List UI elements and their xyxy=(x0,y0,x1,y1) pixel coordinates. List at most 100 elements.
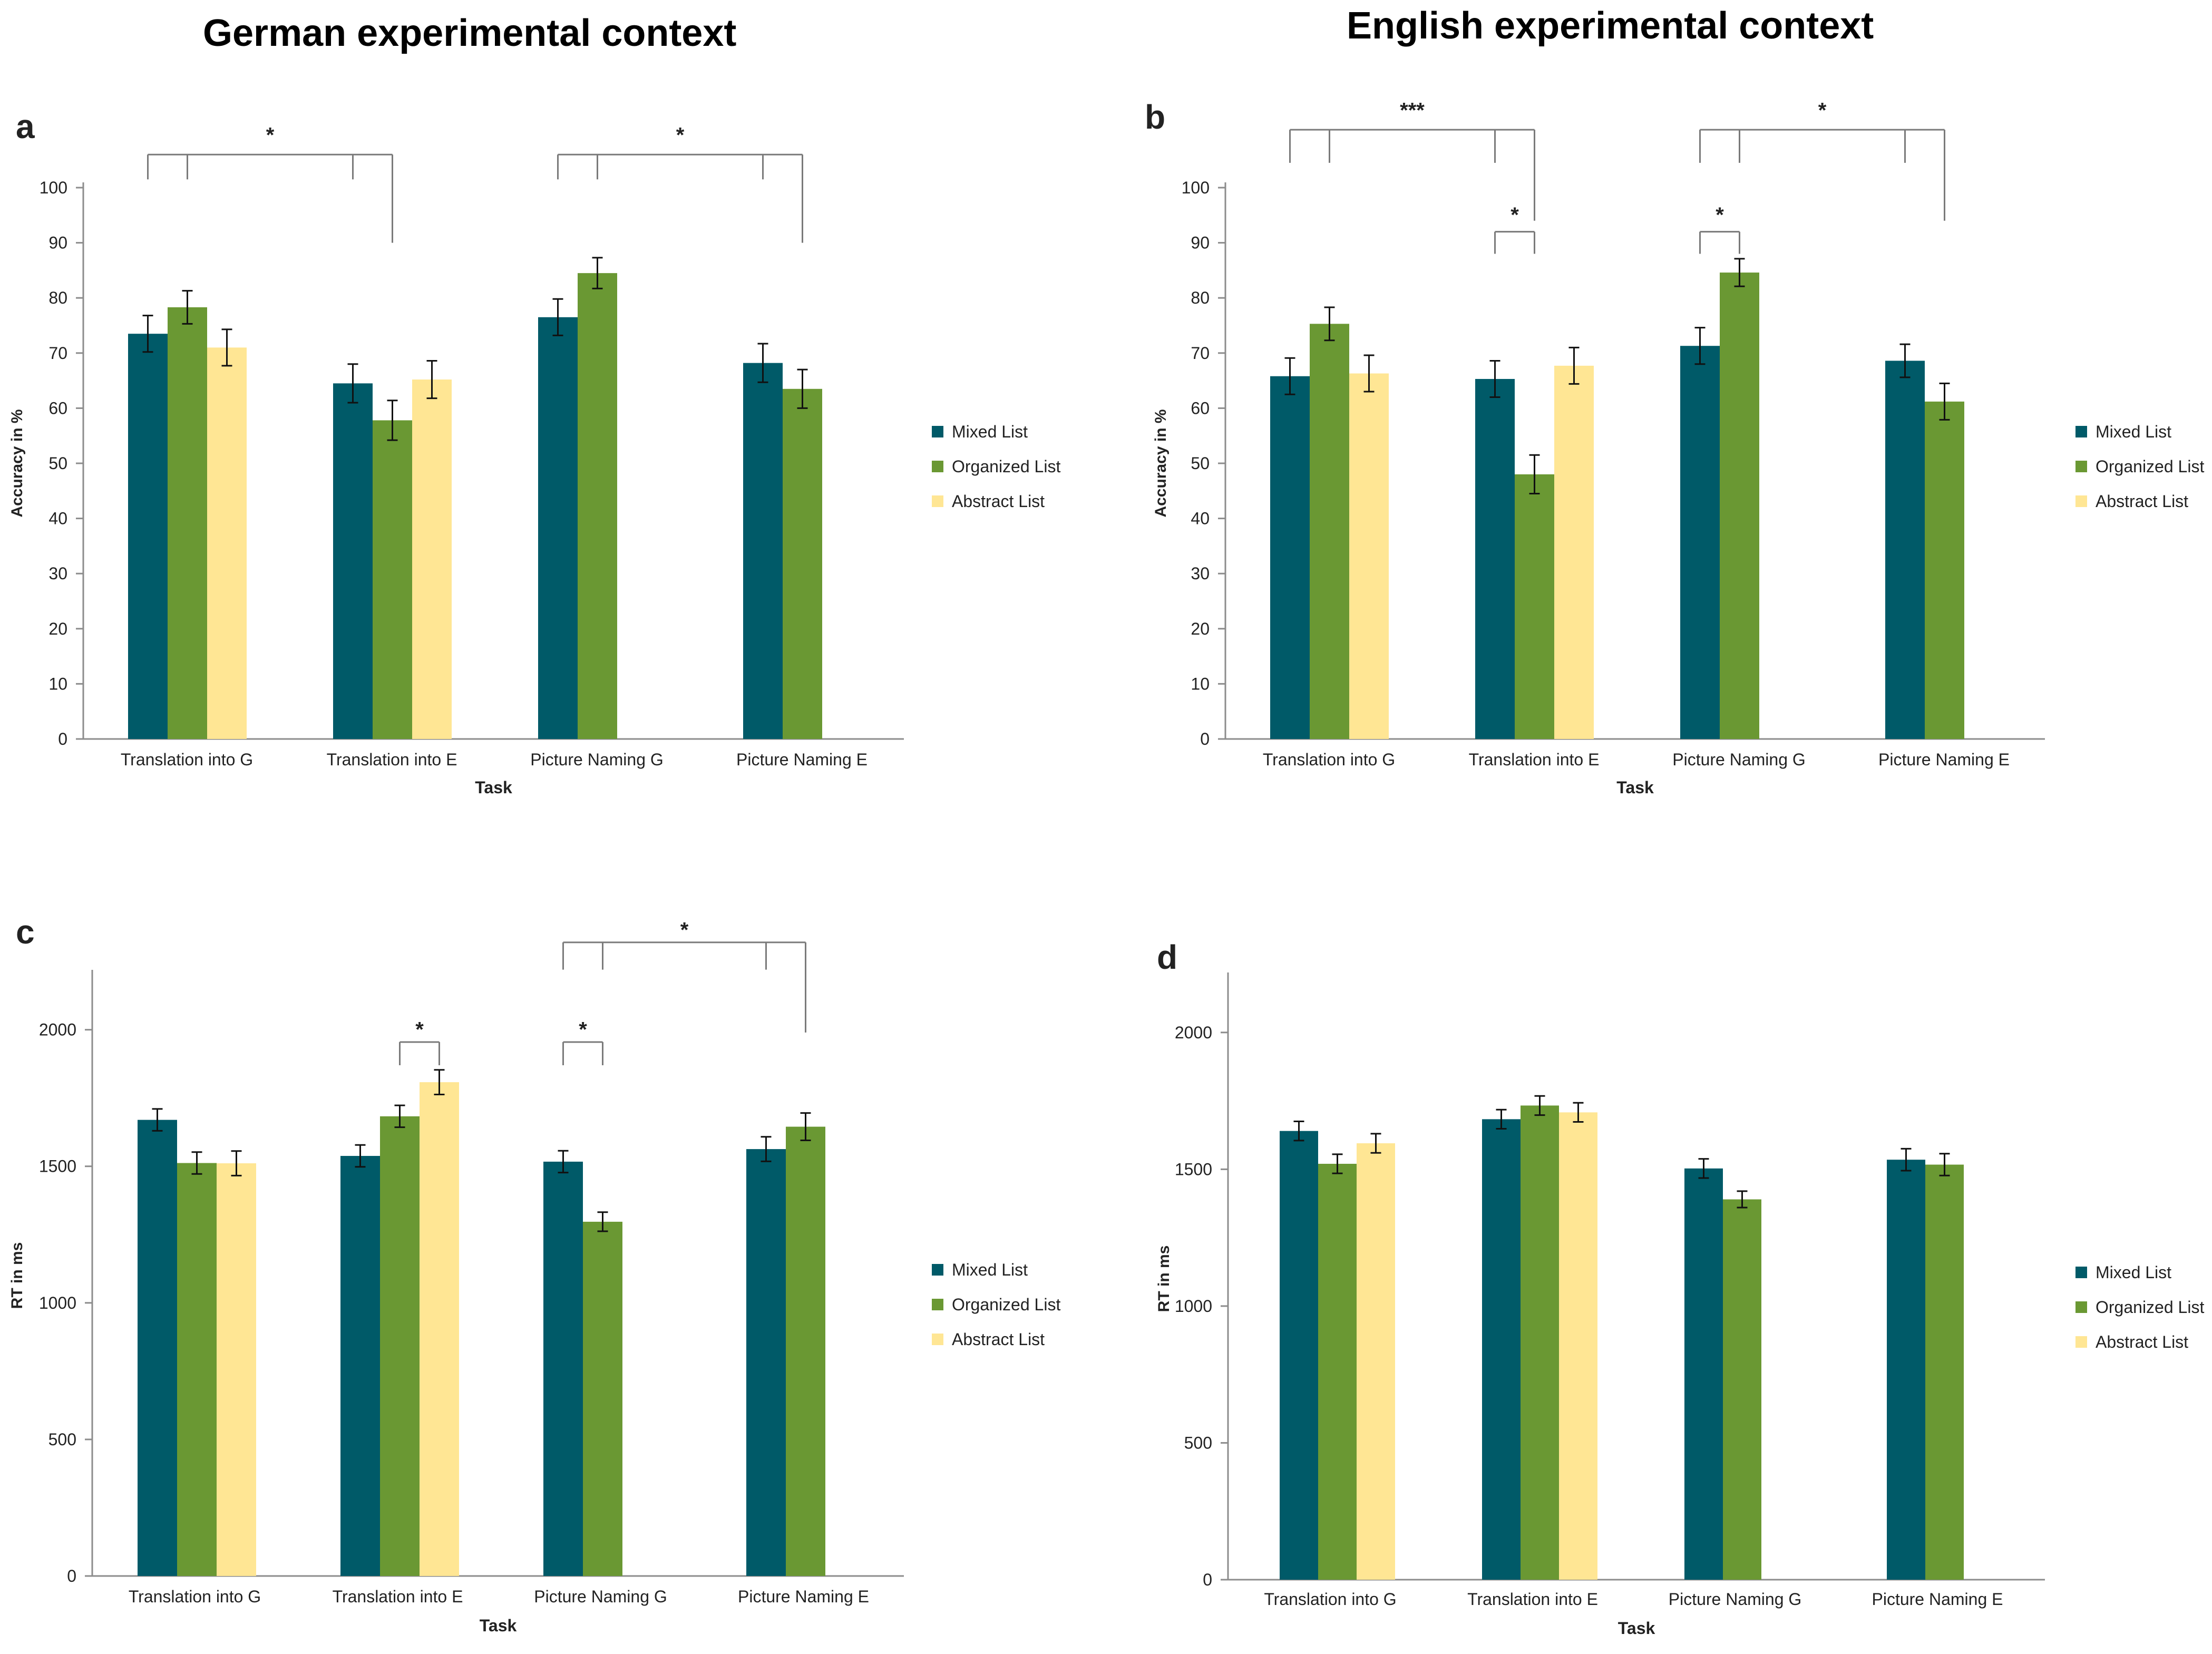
y-tick-label: 2000 xyxy=(39,1020,76,1039)
bar-organized-list xyxy=(1925,401,1964,739)
x-tick-label: Translation into G xyxy=(1263,750,1395,769)
significance-label: * xyxy=(415,1018,424,1041)
x-tick-label: Picture Naming E xyxy=(1872,1590,2003,1609)
bar-mixed-list xyxy=(743,363,783,739)
y-tick-label: 20 xyxy=(48,619,67,638)
x-tick-label: Translation into E xyxy=(333,1587,463,1606)
x-axis-label: Task xyxy=(1616,778,1654,797)
y-tick-label: 10 xyxy=(48,674,67,693)
legend-swatch xyxy=(2075,1267,2087,1278)
y-tick-label: 20 xyxy=(1191,619,1210,638)
y-tick-label: 0 xyxy=(1200,729,1210,748)
y-axis-label: RT in ms xyxy=(1155,1246,1173,1312)
y-tick-label: 60 xyxy=(48,398,67,417)
y-tick-label: 100 xyxy=(1182,178,1210,197)
y-tick-label: 0 xyxy=(1203,1570,1212,1589)
heading-english-context: English experimental context xyxy=(1347,5,1874,47)
y-tick-label: 50 xyxy=(1191,454,1210,473)
panel-label: c xyxy=(16,913,35,951)
heading-german-context: German experimental context xyxy=(203,12,737,54)
y-tick-label: 90 xyxy=(1191,233,1210,252)
bar-mixed-list xyxy=(1482,1119,1521,1580)
panel-label: a xyxy=(16,108,35,145)
bar-mixed-list xyxy=(1684,1168,1723,1580)
legend-label: Mixed List xyxy=(2096,1263,2171,1282)
bar-mixed-list xyxy=(138,1120,177,1576)
significance-label: * xyxy=(1716,203,1724,227)
bar-organized-list xyxy=(786,1126,825,1576)
legend-swatch xyxy=(932,1299,943,1310)
chart-panel-c: c 0 500 1000 1500 2000 RT in ms Translation int… xyxy=(8,913,1060,1635)
bar-mixed-list xyxy=(1270,376,1310,739)
legend-swatch xyxy=(2075,461,2087,472)
x-tick-label: Translation into E xyxy=(1469,750,1600,769)
panel-label: d xyxy=(1157,938,1177,976)
panel-label: b xyxy=(1145,98,1165,136)
y-tick-label: 40 xyxy=(48,509,67,528)
x-tick-label: Translation into E xyxy=(327,750,457,769)
x-tick-label: Picture Naming E xyxy=(736,750,868,769)
legend-label: Abstract List xyxy=(2096,492,2188,511)
legend-swatch xyxy=(2075,495,2087,507)
bar-organized-list xyxy=(177,1163,217,1576)
legend-swatch xyxy=(932,461,943,472)
y-tick-label: 100 xyxy=(40,178,67,197)
bar-mixed-list xyxy=(1887,1160,1925,1580)
bar-mixed-list xyxy=(1680,346,1720,739)
x-axis-label: Task xyxy=(1618,1619,1655,1638)
legend-swatch xyxy=(932,1334,943,1345)
x-tick-label: Translation into G xyxy=(1264,1590,1396,1609)
legend-swatch xyxy=(932,426,943,437)
y-tick-label: 60 xyxy=(1191,398,1210,417)
bar-mixed-list xyxy=(1885,361,1925,739)
significance-label: * xyxy=(676,123,685,147)
y-tick-label: 2000 xyxy=(1175,1023,1212,1042)
y-tick-label: 30 xyxy=(48,564,67,583)
x-tick-label: Translation into G xyxy=(121,750,253,769)
bar-abstract-list xyxy=(1559,1112,1597,1580)
bar-organized-list xyxy=(578,273,617,739)
bar-abstract-list xyxy=(1349,373,1389,739)
y-axis-label: Accuracy in % xyxy=(8,409,26,517)
bar-mixed-list xyxy=(746,1149,786,1576)
y-tick-label: 80 xyxy=(48,288,67,307)
y-tick-label: 70 xyxy=(48,344,67,363)
significance-label: * xyxy=(579,1018,587,1041)
y-tick-label: 1500 xyxy=(1175,1160,1212,1179)
y-tick-label: 70 xyxy=(1191,344,1210,363)
legend-swatch xyxy=(2075,426,2087,437)
bar-mixed-list xyxy=(543,1161,583,1576)
bar-organized-list xyxy=(1515,474,1554,739)
x-tick-label: Picture Naming E xyxy=(738,1587,869,1606)
bar-organized-list xyxy=(373,420,412,739)
bar-organized-list xyxy=(583,1221,622,1576)
legend-label: Mixed List xyxy=(2096,422,2171,441)
chart-panel-b: b 0 10 20 30 40 50 60 70 80 90 100 Accuracy in % Tran… xyxy=(1145,98,2204,797)
y-tick-label: 50 xyxy=(48,454,67,473)
bar-organized-list xyxy=(783,388,822,739)
chart-panel-d: d 0 500 1000 1500 2000 RT in ms Translation int… xyxy=(1155,938,2204,1638)
x-tick-label: Picture Naming G xyxy=(534,1587,667,1606)
bar-abstract-list xyxy=(217,1163,256,1576)
bar-organized-list xyxy=(168,307,207,739)
y-tick-label: 1500 xyxy=(39,1157,76,1176)
y-tick-label: 40 xyxy=(1191,509,1210,528)
x-tick-label: Picture Naming G xyxy=(530,750,664,769)
legend-label: Mixed List xyxy=(952,422,1028,441)
x-tick-label: Translation into G xyxy=(129,1587,261,1606)
legend-label: Abstract List xyxy=(952,492,1045,511)
bar-mixed-list xyxy=(333,383,373,739)
legend-swatch xyxy=(2075,1336,2087,1348)
y-tick-label: 1000 xyxy=(39,1293,76,1312)
legend-label: Mixed List xyxy=(952,1260,1028,1279)
bar-abstract-list xyxy=(1554,365,1594,739)
legend-label: Abstract List xyxy=(2096,1332,2188,1351)
bar-mixed-list xyxy=(340,1156,380,1576)
y-tick-label: 90 xyxy=(48,233,67,252)
x-tick-label: Picture Naming E xyxy=(1878,750,2010,769)
bar-abstract-list xyxy=(420,1082,459,1576)
bar-abstract-list xyxy=(412,380,452,739)
y-tick-label: 500 xyxy=(1184,1433,1212,1452)
y-axis-label: RT in ms xyxy=(8,1242,26,1309)
